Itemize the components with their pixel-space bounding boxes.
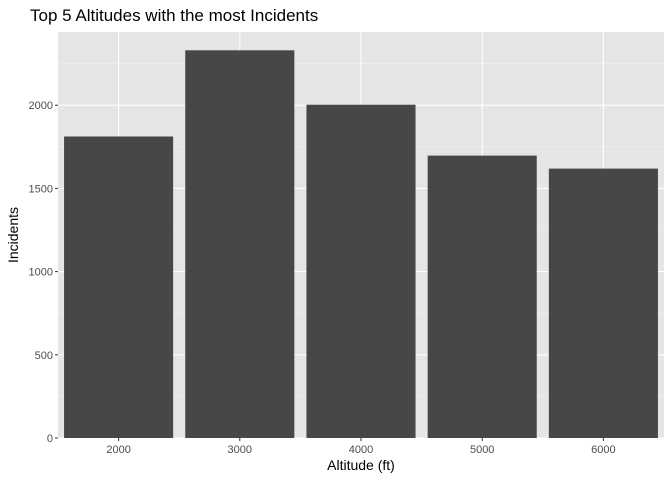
bar-3000: [185, 50, 295, 438]
y-tick-label: 0: [47, 433, 53, 445]
bars: [64, 50, 658, 439]
x-tick-label: 4000: [349, 444, 373, 456]
x-tick-label: 5000: [470, 444, 494, 456]
bar-6000: [548, 168, 658, 438]
x-tick-label: 6000: [591, 444, 615, 456]
x-axis: 2000 3000 4000 5000 6000: [106, 438, 616, 456]
bar-5000: [427, 155, 537, 439]
x-tick-label: 3000: [228, 444, 252, 456]
x-tick-label: 2000: [106, 444, 130, 456]
chart-title: Top 5 Altitudes with the most Incidents: [30, 6, 318, 25]
x-axis-title: Altitude (ft): [327, 457, 395, 473]
bar-4000: [306, 104, 416, 439]
y-tick-label: 1500: [29, 183, 53, 195]
y-tick-label: 500: [35, 350, 53, 362]
y-tick-label: 2000: [29, 100, 53, 112]
bar-2000: [64, 136, 174, 438]
y-axis: 0 500 1000 1500 2000: [29, 100, 58, 445]
y-axis-title: Incidents: [5, 207, 21, 263]
y-tick-label: 1000: [29, 267, 53, 279]
